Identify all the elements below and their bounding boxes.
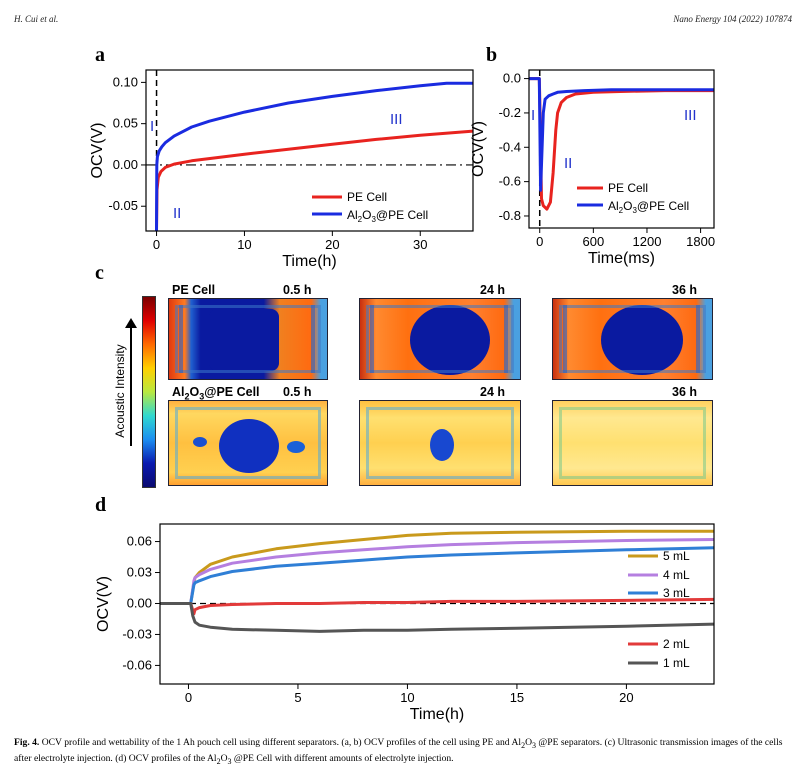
colorbar-arrowhead: [125, 318, 137, 328]
chart-a-xlabel: Time(h): [282, 253, 337, 270]
time-label-pe-24h: 24 h: [480, 283, 506, 297]
time-label-pe-0-5h: 0.5 h: [283, 283, 312, 297]
ultrasonic-al2o3-24h: [359, 400, 521, 486]
chart-a-region-3: III: [390, 111, 403, 128]
chart-a-ytick-label: 0.10: [113, 74, 138, 89]
chart-a-region-1: I: [150, 118, 154, 135]
chart-a-series-1: [155, 129, 474, 232]
ultrasonic-al2o3-0-5h: [168, 400, 328, 486]
chart-a-ytick-label: -0.05: [108, 198, 138, 213]
row-label-pe-cell: PE Cell: [172, 283, 216, 297]
ultrasonic-pe-36h: [552, 298, 713, 380]
chart-a-xtick-label: 30: [413, 237, 427, 252]
chart-a-ytick-label: 0.00: [113, 157, 138, 172]
chart-a-xtick-label: 20: [325, 237, 339, 252]
legend-a-pe-label: PE Cell: [347, 190, 387, 204]
chart-a-frame: [145, 69, 474, 232]
chart-a-legend: PE Cell Al2O3@PE Cell: [312, 190, 428, 224]
running-header-journal: Nano Energy 104 (2022) 107874: [673, 14, 792, 24]
time-label-al-24h: 24 h: [480, 385, 506, 399]
chart-a-region-2: II: [173, 205, 181, 222]
figure-caption: Fig. 4. OCV profile and wettability of t…: [14, 737, 783, 766]
colorbar-label: Acoustic Intensity: [113, 344, 127, 438]
panel-label-c: c: [95, 262, 104, 284]
chart-a-xtick-label: 10: [237, 237, 251, 252]
panel-label-d: d: [95, 494, 107, 516]
time-label-pe-36h: 36 h: [672, 283, 698, 297]
chart-a-xtick-label: 0: [153, 237, 160, 252]
time-label-al-0-5h: 0.5 h: [283, 385, 312, 399]
row-label-al2o3-cell: Al2O3@PE Cell: [172, 385, 260, 402]
ultrasonic-pe-24h: [359, 298, 521, 380]
chart-a-ytick-label: 0.05: [113, 116, 138, 131]
panel-label-b: b: [486, 44, 498, 66]
colorbar: [142, 296, 156, 488]
time-label-al-36h: 36 h: [672, 385, 698, 399]
ultrasonic-al2o3-36h: [552, 400, 713, 486]
colorbar-arrow: [130, 326, 132, 446]
chart-a-ylabel: OCV(V): [89, 123, 106, 179]
ultrasonic-pe-0-5h: [168, 298, 328, 380]
chart-a-series-2: [155, 81, 473, 232]
running-header-authors: H. Cui et al.: [14, 14, 59, 24]
legend-a-al-label: Al2O3@PE Cell: [347, 208, 428, 224]
panel-label-a: a: [95, 44, 105, 66]
